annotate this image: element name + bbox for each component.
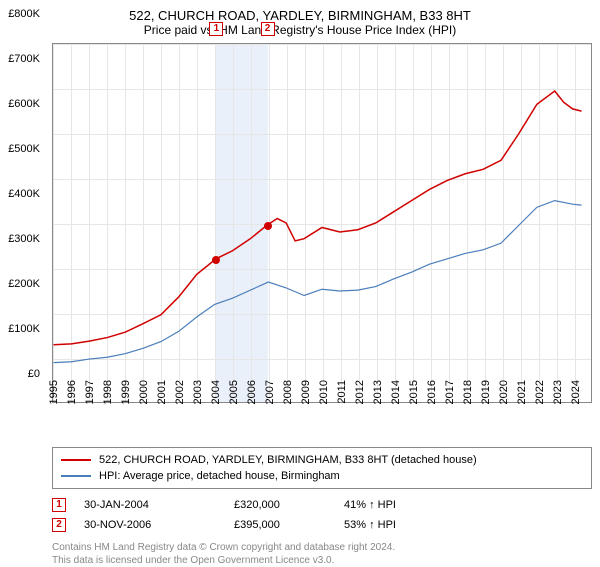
legend-row: HPI: Average price, detached house, Birm… xyxy=(61,468,583,484)
series-line-hpi xyxy=(54,201,582,363)
x-tick-label: 2003 xyxy=(192,380,204,404)
title-block: 522, CHURCH ROAD, YARDLEY, BIRMINGHAM, B… xyxy=(8,8,592,37)
x-tick-label: 2002 xyxy=(174,380,186,404)
x-tick-label: 2011 xyxy=(336,380,348,404)
transaction-row: 2 30-NOV-2006£395,00053% ↑ HPI xyxy=(52,515,592,535)
footer-attribution: Contains HM Land Registry data © Crown c… xyxy=(52,541,592,567)
transaction-marker: 2 xyxy=(261,22,275,36)
legend-label: 522, CHURCH ROAD, YARDLEY, BIRMINGHAM, B… xyxy=(99,454,477,466)
y-tick-label: £800K xyxy=(8,8,40,20)
x-tick-label: 2023 xyxy=(552,380,564,404)
transaction-point xyxy=(212,256,220,264)
plot-area: 12 xyxy=(52,43,592,403)
x-tick-label: 2018 xyxy=(462,380,474,404)
x-tick-label: 1996 xyxy=(66,380,78,404)
transaction-row-marker: 2 xyxy=(52,518,66,532)
x-tick-label: 2000 xyxy=(138,380,150,404)
transaction-point xyxy=(264,222,272,230)
x-tick-label: 2017 xyxy=(444,380,456,404)
x-tick-label: 1995 xyxy=(48,380,60,404)
x-tick-label: 1999 xyxy=(120,380,132,404)
legend: 522, CHURCH ROAD, YARDLEY, BIRMINGHAM, B… xyxy=(52,447,592,489)
x-tick-label: 2010 xyxy=(318,380,330,404)
legend-row: 522, CHURCH ROAD, YARDLEY, BIRMINGHAM, B… xyxy=(61,452,583,468)
chart-container: 522, CHURCH ROAD, YARDLEY, BIRMINGHAM, B… xyxy=(0,0,600,560)
chart-lines xyxy=(53,44,591,402)
x-tick-label: 2006 xyxy=(246,380,258,404)
x-tick-label: 2001 xyxy=(156,380,168,404)
x-tick-label: 2019 xyxy=(480,380,492,404)
transaction-row: 1 30-JAN-2004£320,00041% ↑ HPI xyxy=(52,495,592,515)
y-tick-label: £200K xyxy=(8,278,40,290)
y-tick-label: £700K xyxy=(8,53,40,65)
legend-label: HPI: Average price, detached house, Birm… xyxy=(99,470,340,482)
chart-title-address: 522, CHURCH ROAD, YARDLEY, BIRMINGHAM, B… xyxy=(8,8,592,23)
transaction-hpi: 53% ↑ HPI xyxy=(344,519,454,531)
footer-line-1: Contains HM Land Registry data © Crown c… xyxy=(52,541,592,554)
y-tick-label: £400K xyxy=(8,188,40,200)
x-tick-label: 2016 xyxy=(426,380,438,404)
transactions-table: 1 30-JAN-2004£320,00041% ↑ HPI 2 30-NOV-200… xyxy=(52,495,592,535)
legend-swatch xyxy=(61,475,91,477)
x-tick-label: 2012 xyxy=(354,380,366,404)
x-tick-label: 1998 xyxy=(102,380,114,404)
y-tick-label: £500K xyxy=(8,143,40,155)
x-tick-label: 2013 xyxy=(372,380,384,404)
y-tick-label: £300K xyxy=(8,233,40,245)
chart-subtitle: Price paid vs. HM Land Registry's House … xyxy=(8,23,592,37)
legend-swatch xyxy=(61,459,91,461)
series-line-property xyxy=(54,91,582,345)
transaction-price: £395,000 xyxy=(234,519,344,531)
y-axis: £0£100K£200K£300K£400K£500K£600K£700K£80… xyxy=(0,14,42,374)
x-tick-label: 2015 xyxy=(408,380,420,404)
x-tick-label: 2005 xyxy=(228,380,240,404)
x-tick-label: 2021 xyxy=(516,380,528,404)
footer-line-2: This data is licensed under the Open Gov… xyxy=(52,554,592,567)
x-tick-label: 2009 xyxy=(300,380,312,404)
transaction-row-marker: 1 xyxy=(52,498,66,512)
x-tick-label: 2022 xyxy=(534,380,546,404)
x-tick-label: 2008 xyxy=(282,380,294,404)
x-tick-label: 2004 xyxy=(210,380,222,404)
transaction-hpi: 41% ↑ HPI xyxy=(344,499,454,511)
y-tick-label: £0 xyxy=(28,368,40,380)
x-tick-label: 2007 xyxy=(264,380,276,404)
x-tick-label: 2020 xyxy=(498,380,510,404)
transaction-price: £320,000 xyxy=(234,499,344,511)
x-tick-label: 1997 xyxy=(84,380,96,404)
transaction-marker: 1 xyxy=(209,22,223,36)
y-tick-label: £600K xyxy=(8,98,40,110)
y-tick-label: £100K xyxy=(8,323,40,335)
x-axis: 1995 1996 1997 1998 1999 2000 2001 2002 2003 2004… xyxy=(44,378,584,418)
transaction-date: 30-NOV-2006 xyxy=(84,519,234,531)
x-tick-label: 2014 xyxy=(390,380,402,404)
x-tick-label: 2024 xyxy=(570,380,582,404)
transaction-date: 30-JAN-2004 xyxy=(84,499,234,511)
